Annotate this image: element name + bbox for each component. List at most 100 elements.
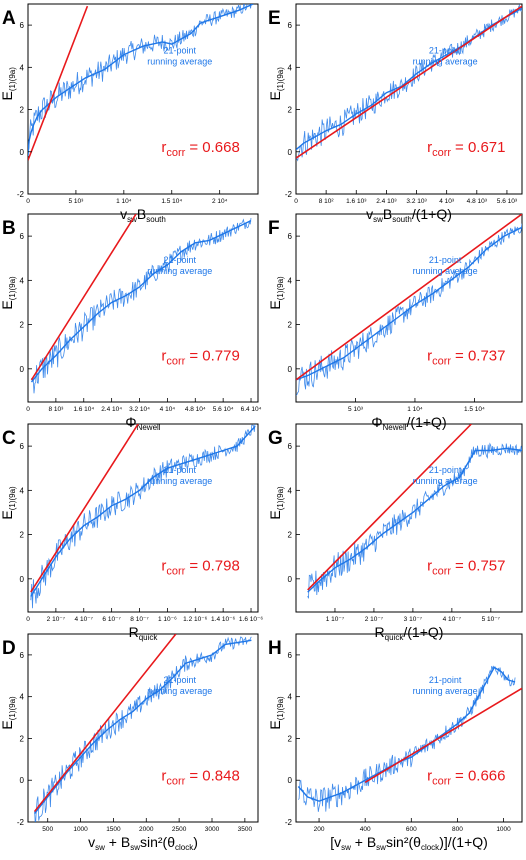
y-tick-label: 0 [20, 365, 25, 374]
x-tick-label: 2000 [139, 826, 154, 833]
y-tick-label: 4 [288, 486, 293, 495]
annotation-line-2: running average [413, 686, 478, 696]
y-tick-label: 4 [288, 276, 293, 285]
series-line [30, 219, 252, 383]
correlation-value: rcorr = 0.666 [427, 768, 505, 788]
y-tick-label: 0 [20, 575, 25, 584]
y-tick-label: 6 [288, 232, 293, 241]
x-tick-label: 1.2 10⁻⁶ [183, 616, 208, 623]
x-tick-label: 0 [26, 616, 30, 623]
panel-h: H 200 400 600 800 1000 -2 0 2 4 6 E(1)(9a) [vsw + Bs… [267, 633, 523, 852]
plot-area [30, 424, 256, 609]
panel-label: A [2, 8, 16, 29]
y-tick-label: 2 [288, 531, 293, 540]
x-tick-label: 1500 [106, 826, 121, 833]
plot-frame [27, 633, 259, 823]
data-noise-trace [28, 4, 252, 152]
correlation-value: rcorr = 0.668 [161, 139, 239, 159]
x-axis-label: Rquick [129, 624, 159, 642]
x-tick-label: 8 10² [319, 198, 335, 205]
x-tick-label: 1 10⁴ [407, 406, 423, 413]
y-axis-label: E(1)(9a) [0, 276, 17, 310]
x-tick-label: 3.2 10⁴ [129, 406, 150, 413]
x-tick-label: 800 [452, 826, 463, 833]
fit-line [30, 424, 139, 593]
x-axis-label: vswBsouth/(1+Q) [366, 206, 452, 224]
x-tick-label: 3500 [238, 826, 253, 833]
x-tick-label: 4 10⁻⁷ [443, 616, 462, 623]
plot-frame [295, 3, 523, 195]
y-axis-label: E(1)(9a) [267, 486, 285, 520]
annotation-line-1: 21-point [429, 465, 462, 475]
panel-label: H [268, 638, 282, 659]
y-axis-label: E(1)(9a) [0, 486, 17, 520]
x-tick-label: 5 10³ [348, 406, 364, 413]
y-tick-label: 0 [288, 776, 293, 785]
x-tick-label: 1 10⁻⁷ [326, 616, 345, 623]
panel-c: C 0 2 10⁻⁷ 4 10⁻⁷ 6 10⁻⁷ 8 10⁻⁷ 1 10⁻⁶ 1.2 10⁻⁶… [0, 423, 263, 642]
y-tick-label: -2 [285, 818, 293, 827]
panel-label: D [2, 638, 16, 659]
plot-frame [27, 423, 259, 613]
x-tick-label: 0 [26, 406, 30, 413]
annotation-line-1: 21-point [164, 255, 197, 265]
plot-area [296, 214, 522, 396]
x-tick-label: 3000 [205, 826, 220, 833]
x-tick-label: 6.4 10⁴ [241, 406, 262, 413]
y-axis-label: E(1)(9a) [267, 696, 285, 730]
data-noise-trace [307, 442, 522, 599]
plot-frame [295, 633, 523, 823]
series-line [28, 4, 254, 157]
y-tick-label: 6 [20, 651, 25, 660]
x-tick-label: 1 10⁻⁶ [158, 616, 177, 623]
fit-line [364, 687, 522, 783]
x-tick-label: 0 [294, 198, 298, 205]
annotation-line-2: running average [147, 686, 212, 696]
y-axis-label: E(1)(9a) [0, 696, 17, 730]
annotation-line-1: 21-point [164, 465, 197, 475]
x-axis-label: vswBsouth [120, 206, 166, 224]
x-tick-label: 600 [406, 826, 417, 833]
x-tick-label: 5.6 10⁴ [213, 406, 234, 413]
correlation-value: rcorr = 0.798 [161, 558, 239, 578]
annotation-line-2: running average [147, 476, 212, 486]
plot-area [30, 214, 252, 394]
x-tick-label: 1000 [73, 826, 88, 833]
x-tick-label: 8 10³ [48, 406, 64, 413]
data-noise-trace [30, 424, 256, 609]
plot-area [296, 4, 522, 162]
data-noise-trace [296, 223, 522, 396]
y-tick-label: 6 [288, 21, 293, 30]
plot-frame [295, 213, 523, 403]
panel-label: B [2, 218, 16, 239]
y-tick-label: 2 [20, 106, 25, 115]
x-tick-label: 2 10⁴ [212, 198, 228, 205]
plot-frame [27, 213, 259, 403]
y-tick-label: 2 [288, 106, 293, 115]
fit-line [28, 5, 89, 161]
x-tick-label: 500 [42, 826, 53, 833]
panel-d: D 500 1000 1500 2000 2500 3000 3500 -2 0 2 4 6 E(1)(9… [0, 633, 259, 852]
series-line [34, 639, 252, 815]
panel-b: B 0 8 10³ 1.6 10⁴ 2.4 10⁴ 3.2 10⁴ 4 10⁴ 4.8 10⁴… [0, 213, 262, 432]
y-tick-label: 2 [288, 734, 293, 743]
y-tick-label: 2 [288, 321, 293, 330]
y-tick-label: -2 [285, 190, 293, 199]
annotation-line-1: 21-point [164, 675, 197, 685]
y-tick-label: 6 [288, 651, 293, 660]
plot-area [33, 634, 252, 822]
annotation-line-1: 21-point [429, 45, 462, 55]
correlation-value: rcorr = 0.757 [427, 558, 505, 578]
x-tick-label: 2.4 10⁴ [101, 406, 122, 413]
fit-line [296, 5, 522, 159]
data-noise-trace [297, 665, 516, 812]
x-tick-label: 2 10⁻⁷ [47, 616, 66, 623]
plot-frame [295, 423, 523, 613]
correlation-value: rcorr = 0.671 [427, 139, 505, 159]
y-tick-label: 4 [20, 63, 25, 72]
panel-label: C [2, 428, 16, 449]
x-tick-label: 1.4 10⁻⁶ [211, 616, 236, 623]
correlation-value: rcorr = 0.848 [161, 768, 239, 788]
